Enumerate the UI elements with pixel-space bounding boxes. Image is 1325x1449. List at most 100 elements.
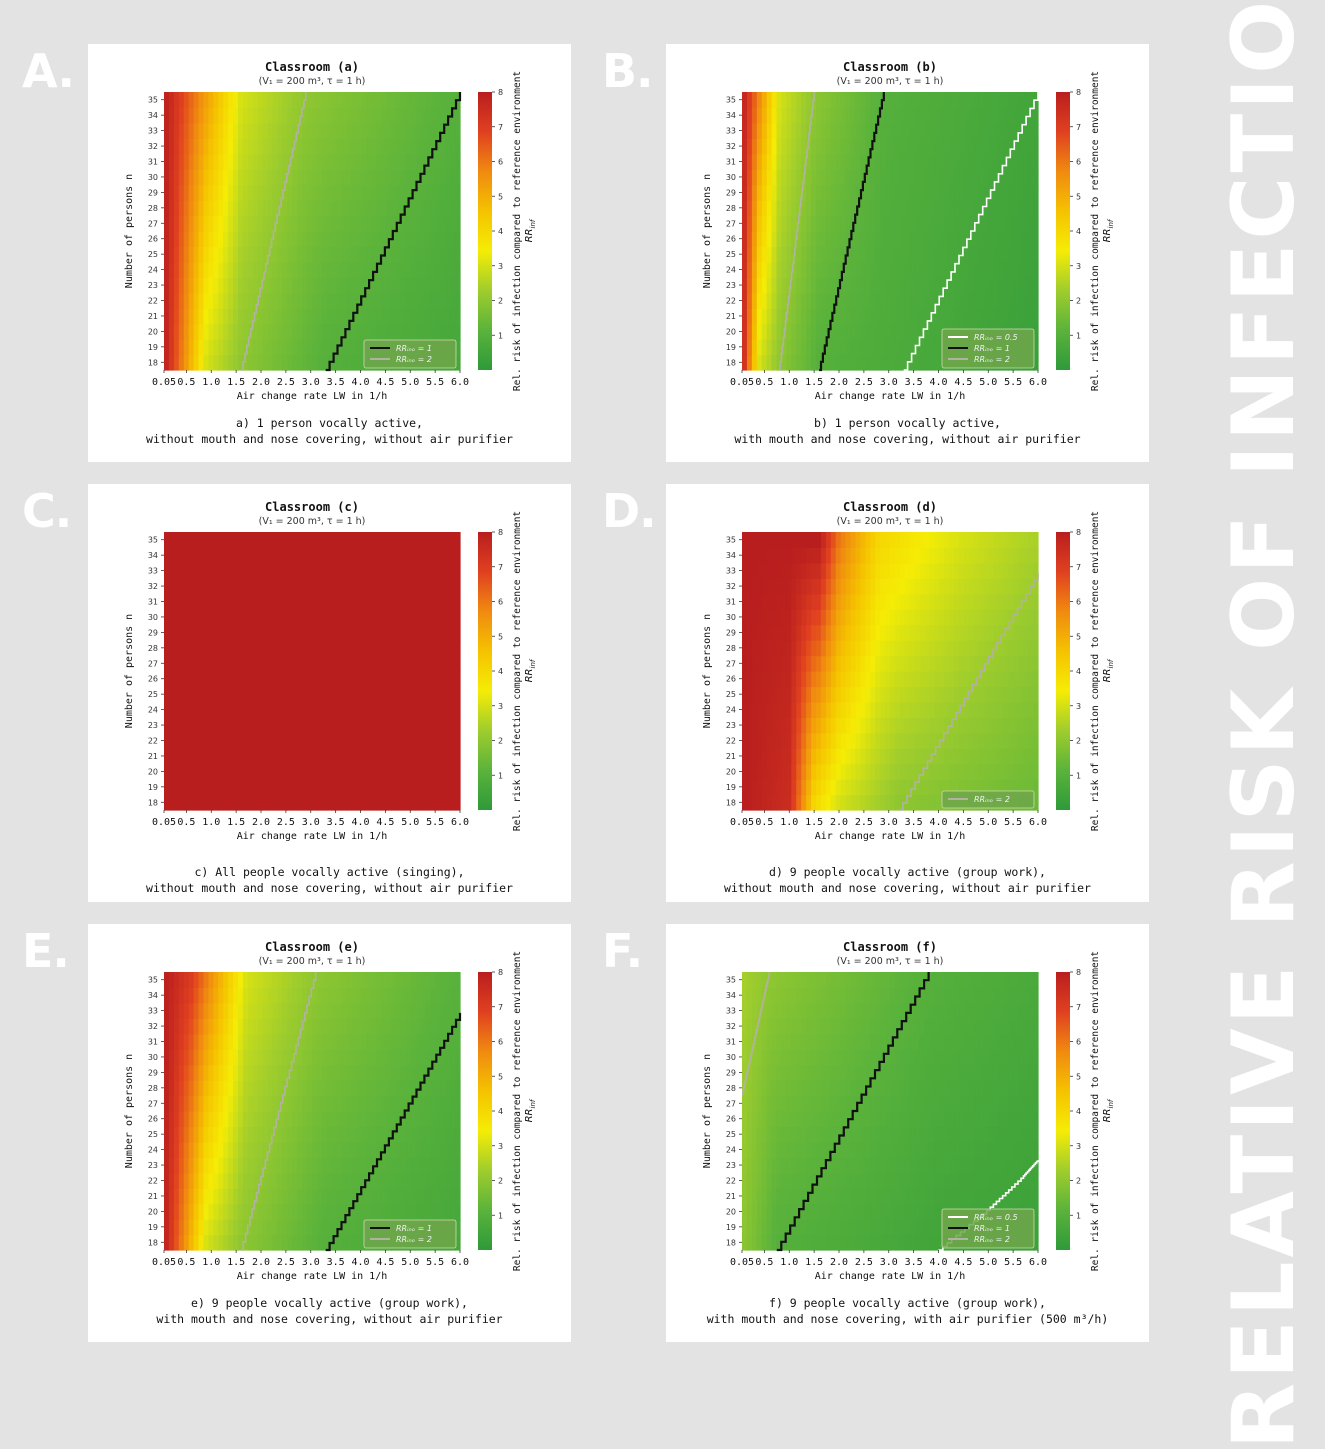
heatmap-cell	[772, 92, 778, 108]
heatmap-cell	[762, 733, 768, 749]
heatmap-cell	[831, 702, 837, 718]
heatmap-cell	[440, 563, 446, 579]
heatmap-cell	[233, 355, 239, 371]
heatmap-cell	[816, 138, 822, 154]
heatmap-cell	[855, 324, 861, 340]
heatmap-cell	[208, 547, 214, 563]
heatmap-cell	[189, 1173, 195, 1189]
heatmap-cell	[174, 355, 180, 371]
heatmap-cell	[801, 200, 807, 216]
heatmap-cell	[762, 107, 768, 123]
heatmap-cell	[1003, 169, 1009, 185]
heatmap-cell	[944, 169, 950, 185]
heatmap-cell	[189, 609, 195, 625]
heatmap-cell	[885, 308, 891, 324]
heatmap-cell	[391, 656, 397, 672]
heatmap-cell	[1003, 594, 1009, 610]
heatmap-cell	[401, 246, 407, 262]
heatmap-cell	[846, 609, 852, 625]
heatmap-cell	[351, 154, 357, 170]
heatmap-cell	[174, 563, 180, 579]
heatmap-cell	[915, 92, 921, 108]
heatmap-cell	[781, 107, 787, 123]
heatmap-cell	[179, 702, 185, 718]
heatmap-cell	[302, 656, 308, 672]
heatmap-cell	[371, 748, 377, 764]
heatmap-cell	[875, 200, 881, 216]
heatmap-cell	[831, 339, 837, 355]
heatmap-cell	[455, 123, 461, 139]
heatmap-cell	[287, 532, 293, 548]
heatmap-cell	[762, 123, 768, 139]
heatmap-cell	[179, 748, 185, 764]
heatmap-cell	[910, 748, 916, 764]
heatmap-cell	[263, 717, 269, 733]
heatmap-cell	[865, 216, 871, 232]
heatmap-cell	[905, 656, 911, 672]
heatmap-cell	[1028, 200, 1034, 216]
heatmap-cell	[228, 625, 234, 641]
heatmap-cell	[361, 1204, 367, 1220]
heatmap-cell	[875, 262, 881, 278]
heatmap-cell	[302, 532, 308, 548]
heatmap-cell	[860, 138, 866, 154]
heatmap-cell	[841, 625, 847, 641]
heatmap-cell	[944, 640, 950, 656]
heatmap-cell	[347, 1219, 353, 1235]
heatmap-cell	[836, 262, 842, 278]
heatmap-cell	[386, 795, 392, 811]
heatmap-cell	[1013, 656, 1019, 672]
heatmap-cell	[253, 123, 259, 139]
heatmap-cell	[934, 339, 940, 355]
heatmap-cell	[910, 702, 916, 718]
heatmap-cell	[194, 185, 200, 201]
heatmap-cell	[268, 1219, 274, 1235]
heatmap-cell	[317, 717, 323, 733]
heatmap-cell	[317, 779, 323, 795]
heatmap-cell	[258, 733, 264, 749]
heatmap-cell	[905, 107, 911, 123]
heatmap-cell	[337, 764, 343, 780]
heatmap-cell	[860, 795, 866, 811]
heatmap-cell	[351, 1235, 357, 1251]
heatmap-cell	[1028, 594, 1034, 610]
heatmap-cell	[169, 277, 175, 293]
heatmap-cell	[865, 231, 871, 247]
heatmap-cell	[366, 656, 372, 672]
heatmap-cell	[263, 293, 269, 309]
heatmap-cell	[337, 671, 343, 687]
heatmap-cell	[273, 733, 279, 749]
heatmap-cell	[411, 169, 417, 185]
heatmap-cell	[910, 246, 916, 262]
heatmap-cell	[1003, 764, 1009, 780]
heatmap-cell	[920, 123, 926, 139]
heatmap-cell	[218, 532, 224, 548]
heatmap-cell	[164, 324, 170, 340]
heatmap-cell	[332, 1173, 338, 1189]
heatmap-cell	[416, 717, 422, 733]
heatmap-cell	[174, 339, 180, 355]
heatmap-cell	[376, 563, 382, 579]
heatmap-cell	[752, 795, 758, 811]
heatmap-cell	[851, 532, 857, 548]
heatmap-cell	[944, 748, 950, 764]
heatmap-cell	[366, 200, 372, 216]
heatmap-cell	[959, 547, 965, 563]
heatmap-cell	[277, 138, 283, 154]
heatmap-cell	[189, 671, 195, 687]
heatmap-cell	[351, 1219, 357, 1235]
heatmap-cell	[361, 262, 367, 278]
heatmap-cell	[944, 308, 950, 324]
heatmap-cell	[184, 185, 190, 201]
heatmap-cell	[450, 262, 456, 278]
y-tick-label: 29	[726, 188, 736, 197]
heatmap-cell	[806, 640, 812, 656]
heatmap-cell	[208, 216, 214, 232]
heatmap-cell	[366, 216, 372, 232]
heatmap-cell	[199, 355, 205, 371]
y-tick-label: 21	[726, 752, 736, 761]
heatmap-cell	[816, 169, 822, 185]
heatmap-cell	[169, 764, 175, 780]
heatmap-cell	[944, 656, 950, 672]
heatmap-cell	[450, 200, 456, 216]
